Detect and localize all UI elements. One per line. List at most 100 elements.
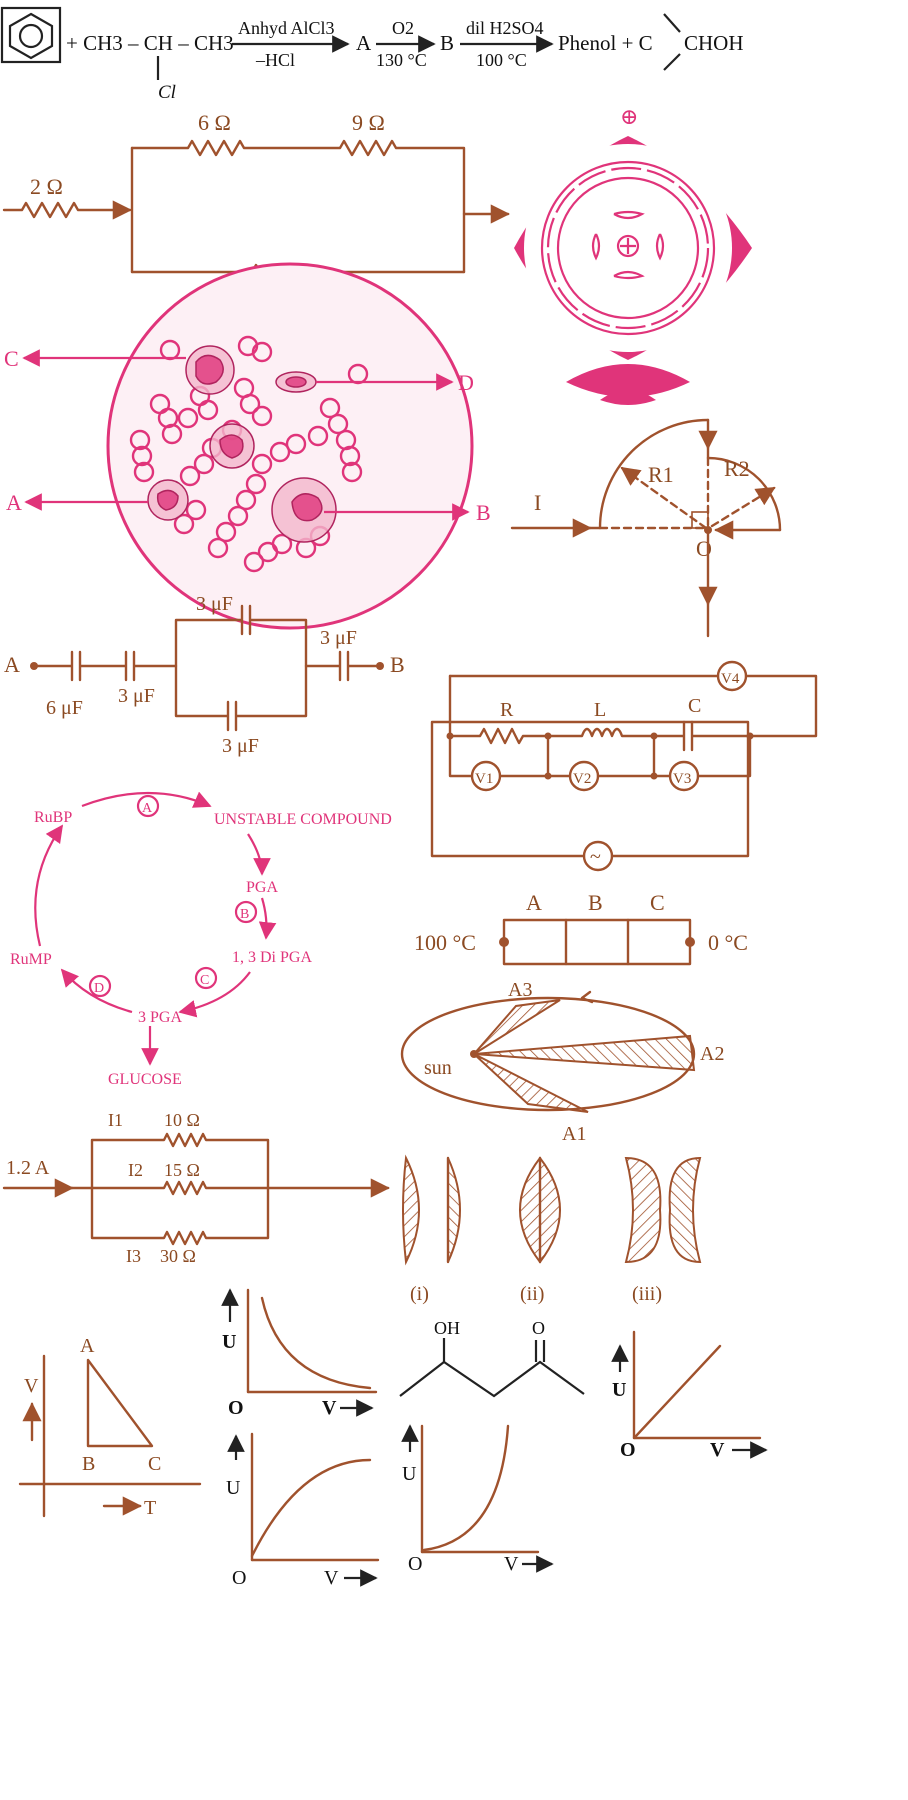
product-B: B [440, 31, 454, 55]
series-RLC [448, 674, 752, 752]
benzene-ring [8, 12, 54, 60]
smear-field [106, 262, 474, 630]
top-branch [130, 139, 466, 274]
resistor-2-ohm [2, 200, 132, 220]
orbit-ellipse [400, 996, 696, 1112]
lens-ii-label: (ii) [520, 1283, 544, 1305]
cap-6uF-label: 6 μF [46, 697, 83, 719]
cap-bottom-label: 3 μF [222, 735, 259, 757]
sun-label: sun [424, 1057, 452, 1079]
svg-text:B: B [240, 907, 249, 922]
rod-section-A: A [526, 890, 542, 915]
choh-label: CHOH [684, 31, 744, 55]
svg-text:O: O [408, 1553, 422, 1575]
svg-text:O: O [620, 1439, 636, 1461]
A2-label: A2 [700, 1043, 724, 1065]
arrow3-condition: 100 °C [476, 50, 527, 70]
C-label: C [688, 695, 701, 717]
glucose-label: GLUCOSE [108, 1071, 182, 1088]
benzene-aromatic-circle [18, 23, 44, 49]
I1-label: I1 [108, 1110, 123, 1130]
ac-symbol: ~ [590, 846, 601, 868]
cap-top-label: 3 μF [196, 593, 233, 615]
svg-text:V4: V4 [721, 671, 740, 687]
uv-graph-1: U O V [221, 1288, 378, 1419]
hot-end-temp: 100 °C [414, 930, 476, 955]
arrow1-reagent: Anhyd AlCl3 [238, 18, 335, 38]
uv-graph-4: U O V [611, 1330, 768, 1461]
ac-source [582, 840, 614, 872]
inner-arc [706, 456, 782, 532]
O-label: O [696, 536, 712, 561]
uv2-curve [250, 1458, 372, 1558]
svg-text:V: V [504, 1553, 519, 1575]
uv-graph-2: U O V [226, 1432, 380, 1589]
arrow1-byproduct: –HCl [255, 50, 295, 70]
svg-text:V: V [710, 1439, 725, 1461]
vt-graph: A B C V T [18, 1335, 202, 1519]
R-label: R [500, 699, 514, 721]
carbon-chain [399, 1360, 585, 1398]
lens-i-label: (i) [410, 1283, 429, 1305]
svg-text:U: U [612, 1379, 626, 1401]
vt-x-label: T [144, 1497, 156, 1519]
radius-R2 [710, 486, 776, 528]
svg-text:B: B [82, 1453, 95, 1475]
A1-label: A1 [562, 1123, 586, 1145]
label-C: C [4, 346, 19, 371]
svg-text:U: U [402, 1463, 417, 1485]
lcr-circuit: V4 R L C V1 V2 V3 ~ [430, 660, 818, 872]
cap-3uF-label: 3 μF [118, 685, 155, 707]
dipga-label: 1, 3 Di PGA [232, 949, 312, 966]
svg-text:V: V [324, 1567, 339, 1589]
total-current-label: 1.2 A [6, 1157, 50, 1179]
svg-text:A: A [80, 1335, 95, 1357]
arrow2-condition: 130 °C [376, 50, 427, 70]
products: Phenol + C [558, 31, 653, 55]
label-B: B [476, 500, 491, 525]
lens-iii-left [624, 1156, 662, 1264]
current-loop: I R1 R2 O [510, 418, 782, 638]
product-A: A [356, 31, 372, 55]
resistor-6-ohm-label: 6 Ω [198, 110, 231, 135]
lens-combinations: (i) (ii) (iii) [402, 1154, 702, 1305]
vt-y-label: V [24, 1375, 39, 1397]
svg-text:V2: V2 [573, 771, 591, 787]
calyx-whorl [540, 160, 716, 336]
svg-text:O: O [232, 1567, 246, 1589]
right-capacitor [304, 650, 382, 682]
calvin-cycle: A RuBP UNSTABLE COMPOUND PGA B 1, 3 Di P… [10, 791, 392, 1088]
voltmeter-V2 [568, 760, 600, 792]
voltmeter-V3 [668, 760, 700, 792]
svg-text:A: A [142, 801, 153, 816]
unstable-label: UNSTABLE COMPOUND [214, 811, 392, 828]
radius-R1 [620, 466, 708, 530]
abc-triangle [86, 1358, 154, 1448]
parallel-capacitors [174, 604, 308, 732]
lens-i-left [402, 1154, 420, 1266]
svg-text:U: U [222, 1331, 236, 1353]
voltmeter-V1 [470, 760, 502, 792]
gynoecium [616, 234, 640, 258]
pga-label: PGA [246, 879, 278, 896]
three-branches [70, 1132, 270, 1246]
label-A: A [6, 490, 22, 515]
svg-text:O: O [228, 1397, 244, 1419]
current-label: I [534, 490, 541, 515]
capacitor-network: A 6 μF 3 μF 3 μF 3 μF 3 μF B [4, 593, 405, 757]
uv3-curve [422, 1424, 510, 1552]
uv-graph-3: U O V [401, 1424, 554, 1575]
svg-text:C: C [200, 973, 209, 988]
arrow2-reagent: O2 [392, 18, 414, 38]
r-30-ohm-label: 30 Ω [160, 1246, 196, 1266]
R2-label: R2 [724, 456, 750, 481]
hydroxyl-label: OH [434, 1318, 460, 1338]
blood-smear: C D A B [4, 262, 491, 630]
r-10-ohm-label: 10 Ω [164, 1110, 200, 1130]
label-D: D [458, 370, 474, 395]
outer-arc [598, 418, 710, 530]
L-label: L [594, 699, 606, 721]
molecule-skeletal: OH O [399, 1318, 585, 1398]
cold-end-temp: 0 °C [708, 930, 748, 955]
r-15-ohm-label: 15 Ω [164, 1160, 200, 1180]
